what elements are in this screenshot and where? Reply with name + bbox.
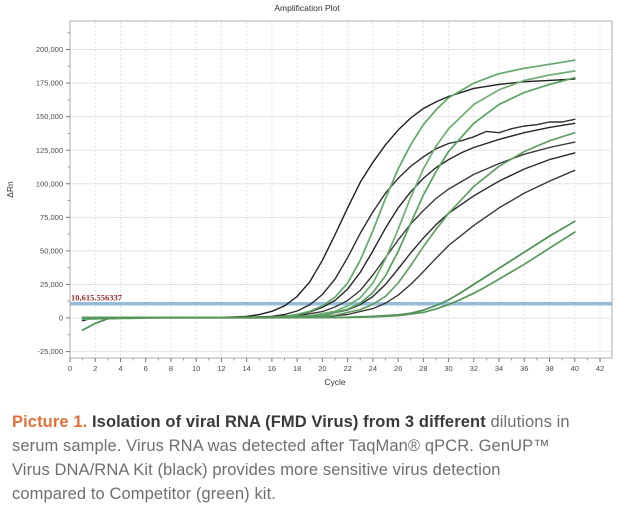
svg-text:175,000: 175,000 xyxy=(36,79,63,88)
svg-text:20: 20 xyxy=(318,364,326,373)
svg-text:200,000: 200,000 xyxy=(36,45,63,54)
caption-lead: Isolation of viral RNA (FMD Virus) from … xyxy=(91,413,486,431)
svg-text:75,000: 75,000 xyxy=(40,213,63,222)
caption-label: Picture 1. xyxy=(12,413,88,431)
amplification-plot: 200,000 175,000 150,000 125,000 100,000 75,00… xyxy=(5,3,613,387)
chart-title-text: Amplification Plot xyxy=(274,3,340,13)
svg-text:32: 32 xyxy=(470,364,478,373)
svg-text:4: 4 xyxy=(118,364,122,373)
series-line xyxy=(81,231,576,319)
svg-text:100,000: 100,000 xyxy=(36,179,63,188)
x-axis-label: Cycle xyxy=(324,377,346,387)
svg-text:34: 34 xyxy=(495,364,503,373)
svg-text:30: 30 xyxy=(444,364,452,373)
svg-text:40: 40 xyxy=(571,364,579,373)
svg-text:26: 26 xyxy=(394,364,402,373)
series-lines xyxy=(81,59,576,331)
svg-text:6: 6 xyxy=(144,364,148,373)
svg-text:-25,000: -25,000 xyxy=(38,347,63,356)
svg-text:22: 22 xyxy=(343,364,351,373)
svg-text:0: 0 xyxy=(59,314,63,323)
svg-text:14: 14 xyxy=(242,364,250,373)
threshold-value-label: 10,615.556337 xyxy=(71,293,123,303)
svg-text:125,000: 125,000 xyxy=(36,146,63,155)
svg-text:28: 28 xyxy=(419,364,427,373)
plot-background xyxy=(70,21,612,358)
svg-text:2: 2 xyxy=(93,364,97,373)
axis-ticks xyxy=(66,32,601,362)
axes xyxy=(69,20,613,359)
svg-text:42: 42 xyxy=(596,364,604,373)
svg-text:38: 38 xyxy=(545,364,553,373)
svg-text:16: 16 xyxy=(268,364,276,373)
svg-text:50,000: 50,000 xyxy=(40,246,63,255)
svg-text:0: 0 xyxy=(68,364,72,373)
svg-text:24: 24 xyxy=(369,364,377,373)
chart-title: Amplification Plot xyxy=(274,3,340,13)
svg-text:36: 36 xyxy=(520,364,528,373)
figure-caption: Picture 1. Isolation of viral RNA (FMD V… xyxy=(12,410,579,506)
svg-text:10: 10 xyxy=(192,364,200,373)
threshold-label: 10,615.556337 xyxy=(71,293,123,303)
svg-text:12: 12 xyxy=(217,364,225,373)
svg-text:8: 8 xyxy=(169,364,173,373)
amplification-chart: 200,000 175,000 150,000 125,000 100,000 75,00… xyxy=(5,3,613,387)
svg-text:150,000: 150,000 xyxy=(36,112,63,121)
y-axis-label: ΔRn xyxy=(5,181,15,198)
axis-labels: 200,000 175,000 150,000 125,000 100,000 75,00… xyxy=(5,45,604,387)
svg-text:25,000: 25,000 xyxy=(40,280,63,289)
svg-text:18: 18 xyxy=(293,364,301,373)
caption-body: dilutions in serum sample. Virus RNA was… xyxy=(12,413,570,503)
